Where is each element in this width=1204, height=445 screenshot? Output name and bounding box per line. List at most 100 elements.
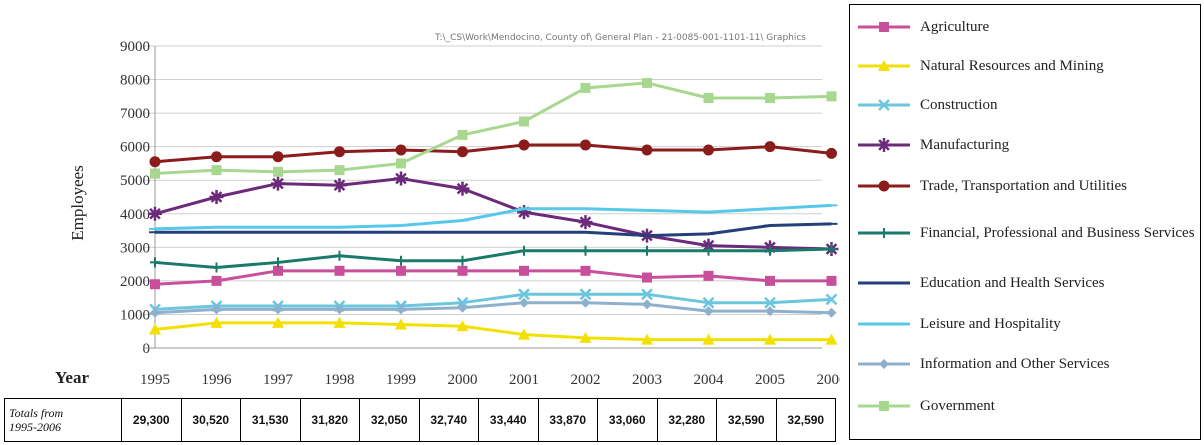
data-point (334, 165, 345, 176)
series-group (150, 77, 837, 179)
totals-table: Totals from 1995-2006 29,300 30,520 31,5… (4, 398, 836, 442)
series-line (154, 301, 832, 315)
legend-item: Education and Health Services (850, 265, 1202, 301)
legend-label: Education and Health Services (920, 275, 1105, 291)
data-point (149, 323, 161, 335)
y-tick-label: 6000 (120, 140, 150, 156)
x-tick-label: 2003 (632, 372, 662, 388)
y-tick-label: 9000 (120, 39, 150, 55)
total-cell: 31,820 (299, 398, 360, 442)
data-point (333, 316, 346, 328)
legend-item: Trade, Transportation and Utilities (850, 168, 1202, 204)
data-point (148, 206, 162, 221)
total-cell: 32,740 (418, 398, 479, 442)
legend-label: Information and Other Services (920, 356, 1110, 372)
x-tick-label: 1997 (263, 372, 294, 388)
data-point (334, 265, 345, 276)
series-line (154, 81, 832, 176)
data-point (825, 333, 838, 345)
data-point (826, 307, 837, 318)
x-tick-label: 1999 (386, 372, 416, 388)
y-axis-label: Employees (68, 165, 87, 241)
legend-swatch (858, 180, 910, 192)
data-point (764, 296, 776, 309)
data-point (825, 293, 838, 306)
data-point (826, 244, 837, 255)
data-point (211, 165, 222, 176)
data-point (457, 129, 468, 140)
series-group (150, 244, 837, 273)
series-group (150, 297, 837, 318)
y-tick-label: 8000 (120, 73, 150, 89)
series-line (155, 222, 832, 238)
data-point (580, 265, 591, 276)
data-point (211, 262, 222, 273)
legend-item: Leisure and Hospitality (850, 306, 1202, 342)
data-point (211, 304, 222, 315)
legend-swatch-marker (877, 138, 891, 152)
data-point (703, 144, 714, 156)
data-point (641, 288, 653, 301)
x-tick-label: 1998 (325, 372, 355, 388)
y-tick-label: 5000 (120, 173, 150, 189)
totals-row: Totals from 1995-2006 29,300 30,520 31,5… (4, 398, 836, 442)
data-point (642, 245, 652, 256)
legend-item: Agriculture (850, 9, 1202, 45)
legend-label: Construction (920, 97, 998, 113)
legend-item: Financial, Professional and Business Ser… (850, 215, 1202, 251)
data-point (518, 288, 530, 301)
data-point (642, 299, 652, 310)
gridlines (143, 45, 822, 349)
data-point (150, 257, 160, 268)
data-point (642, 77, 652, 88)
data-point (150, 279, 160, 290)
data-point (641, 333, 653, 345)
legend-swatch-marker (879, 22, 889, 32)
y-tick-label: 2000 (120, 274, 150, 290)
data-point (210, 316, 223, 328)
data-point (703, 93, 714, 104)
series-line (154, 247, 832, 269)
data-point (396, 158, 406, 169)
data-point (580, 139, 591, 151)
legend-swatch-marker (879, 359, 889, 369)
data-point (457, 302, 468, 313)
data-point (457, 146, 468, 158)
file-path-label: T:\_CS\Work\Mendocino, County of\ Genera… (434, 33, 806, 43)
data-point (580, 245, 591, 256)
data-point (764, 141, 776, 153)
data-point (518, 139, 530, 151)
data-point (209, 190, 224, 204)
total-cell: 32,590 (716, 398, 777, 442)
legend-swatch (858, 60, 910, 71)
data-point (517, 205, 531, 220)
series-line (154, 203, 832, 231)
legend-swatch-marker (878, 180, 890, 192)
total-cell: 33,870 (537, 398, 598, 442)
legend-swatch-marker (878, 60, 890, 71)
axes: 0 1000 2000 3000 4000 5000 6000 7000 8000 9000 199… (120, 39, 840, 388)
total-cell: 33,060 (597, 398, 658, 442)
x-tick-label: 1996 (202, 372, 233, 388)
data-point (519, 116, 529, 127)
legend-label: Financial, Professional and Business Ser… (920, 225, 1195, 241)
totals-row-label: Totals from 1995-2006 (4, 398, 122, 442)
data-point (579, 288, 592, 301)
series-line (154, 269, 832, 286)
data-point (273, 166, 283, 177)
legend-swatch (858, 228, 910, 238)
data-point (642, 272, 652, 283)
legend-item: Government (850, 388, 1202, 424)
data-point (701, 238, 716, 253)
series-group (149, 139, 837, 168)
y-tick-label: 7000 (120, 106, 150, 122)
series-group (149, 203, 838, 231)
legend-item: Information and Other Services (850, 346, 1202, 382)
data-point (765, 275, 775, 286)
total-cell: 31,530 (240, 398, 301, 442)
x-tick-label: 1995 (140, 372, 170, 388)
total-cell: 32,590 (775, 398, 836, 442)
data-point (395, 144, 407, 156)
data-point (395, 318, 407, 330)
